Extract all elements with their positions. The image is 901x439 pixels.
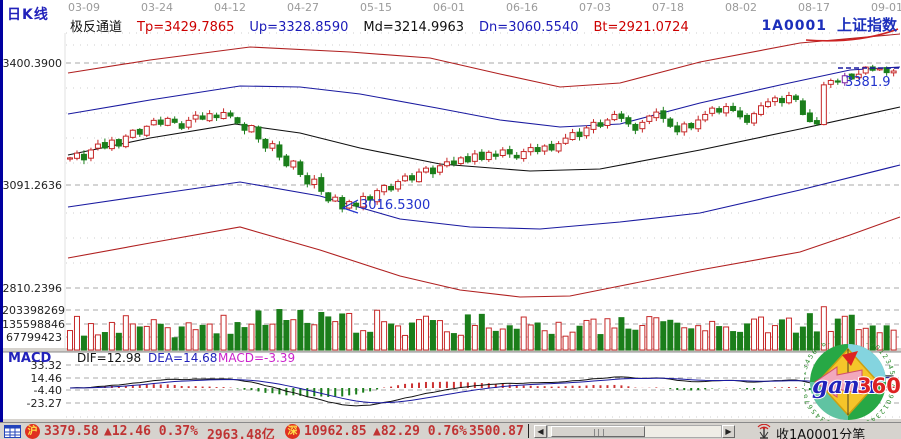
date-tick-label: 06-16 bbox=[506, 1, 538, 14]
axis-tick-label: 33.32 bbox=[30, 359, 63, 372]
logo-360-text: 360 bbox=[857, 374, 900, 398]
sh-index-change: ▲12.46 0.37% bbox=[104, 424, 198, 439]
horizontal-scrollbar[interactable]: ◀ ▶ bbox=[534, 425, 735, 438]
scroll-left-button[interactable]: ◀ bbox=[534, 425, 547, 438]
indicator-param: Md=3214.9963 bbox=[363, 20, 465, 35]
symbol-block: 1A0001 上证指数 bbox=[761, 14, 897, 35]
scrollbar-thumb[interactable] bbox=[551, 426, 645, 437]
macd-title: MACD bbox=[8, 351, 52, 366]
axis-tick-label: 135598846 bbox=[2, 318, 65, 331]
low-price-annotation: 3016.5300 bbox=[360, 198, 431, 213]
axis-tick-label: 67799423 bbox=[6, 331, 62, 344]
sz-index-price: 10962.85 bbox=[304, 424, 367, 439]
last-price-annotation: 3381.9 bbox=[845, 75, 891, 90]
sh-index-amount: 2963.48亿 bbox=[207, 428, 275, 439]
feed-status-text[interactable]: 收1A0001分笔 bbox=[776, 428, 866, 439]
date-axis: 03-09 03-24 04-12 04-27 05-15 06-01 06-16 07-03… bbox=[0, 0, 901, 14]
sz-index-change: ▲82.29 0.76% bbox=[373, 424, 467, 439]
indicator-param: Dn=3060.5540 bbox=[479, 20, 579, 35]
scrollbar-track[interactable] bbox=[547, 425, 722, 438]
date-tick-label: 04-27 bbox=[287, 1, 319, 14]
shanghai-badge-icon: 沪 bbox=[25, 424, 40, 439]
shenzhen-badge-icon: 深 bbox=[285, 424, 300, 439]
date-tick-label: 06-01 bbox=[433, 1, 465, 14]
indicator-param: Tp=3429.7865 bbox=[137, 20, 235, 35]
axis-tick-label: 2810.2396 bbox=[2, 282, 63, 295]
indicator-params-row: 极反通道 Tp=3429.7865 Up=3328.8590 Md=3214.9963… bbox=[70, 16, 704, 35]
chart-type-label[interactable]: 日K线 bbox=[7, 7, 49, 23]
indicator-param: Bt=2921.0724 bbox=[593, 20, 689, 35]
scrollbar-grip bbox=[594, 429, 604, 436]
axis-tick-label: 203398269 bbox=[2, 304, 65, 317]
indicator-name[interactable]: 极反通道 bbox=[70, 20, 123, 35]
symbol-name[interactable]: 上证指数 bbox=[836, 16, 897, 34]
symbol-code[interactable]: 1A0001 bbox=[761, 18, 827, 34]
scroll-right-button[interactable]: ▶ bbox=[722, 425, 735, 438]
macd-dif-value: DIF=12.98 bbox=[77, 351, 142, 365]
date-tick-label: 09-01 bbox=[871, 1, 901, 14]
date-tick-label: 03-24 bbox=[141, 1, 173, 14]
status-bar: 沪 3379.58 ▲12.46 0.37% 2963.48亿 深 10962.… bbox=[0, 422, 901, 439]
indicator-param: Up=3328.8590 bbox=[249, 20, 349, 35]
gann360-logo: 5678901234567890123456789012345678901234… bbox=[799, 333, 901, 431]
window-left-border bbox=[0, 0, 3, 439]
axis-tick-label: 14.46 bbox=[30, 372, 63, 385]
date-tick-label: 08-17 bbox=[798, 1, 830, 14]
sh-index-price: 3379.58 bbox=[44, 424, 99, 439]
date-tick-label: 08-02 bbox=[725, 1, 757, 14]
date-tick-label: 04-12 bbox=[214, 1, 246, 14]
axis-tick-label: 3091.2636 bbox=[2, 179, 63, 192]
date-tick-label: 07-03 bbox=[579, 1, 611, 14]
date-tick-label: 03-09 bbox=[68, 1, 100, 14]
table-icon[interactable] bbox=[4, 425, 21, 438]
sz-index-amount: 3500.87 bbox=[469, 424, 524, 439]
logo-gann-text: gann bbox=[812, 372, 876, 399]
date-tick-label: 05-15 bbox=[360, 1, 392, 14]
macd-dea-value: DEA=14.68 bbox=[148, 351, 218, 365]
macd-macd-value: MACD=-3.39 bbox=[218, 351, 296, 365]
text-caret bbox=[528, 424, 529, 438]
date-tick-label: 07-18 bbox=[652, 1, 684, 14]
axis-tick-label: 3400.3900 bbox=[2, 57, 63, 70]
antenna-feed-icon bbox=[757, 424, 771, 439]
axis-tick-label: -23.27 bbox=[26, 397, 62, 410]
axis-tick-label: -4.40 bbox=[33, 384, 62, 397]
